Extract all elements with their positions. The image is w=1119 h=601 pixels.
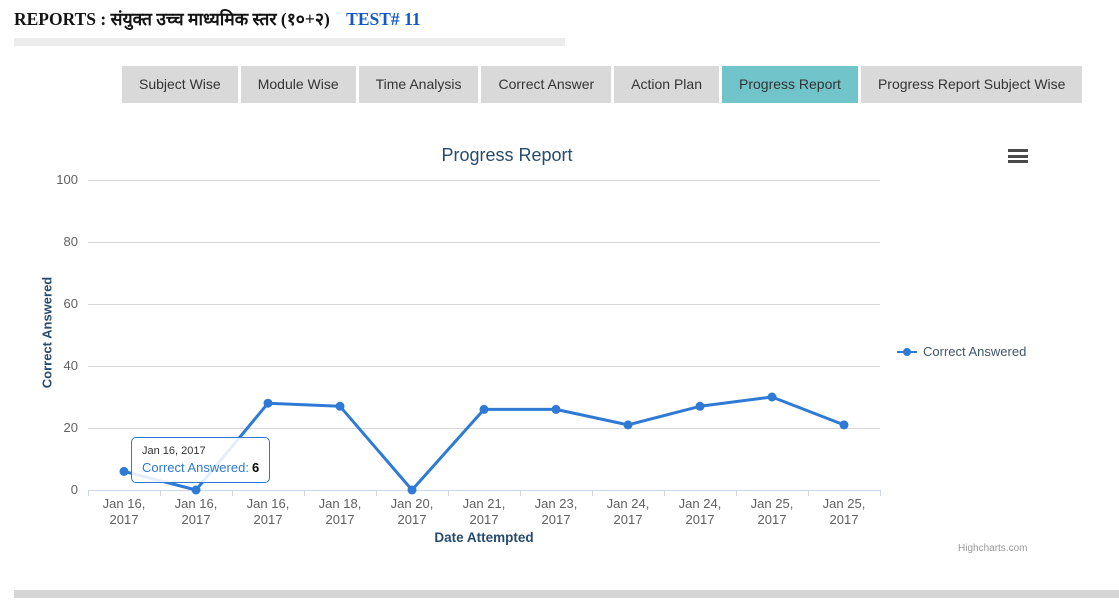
x-axis-title: Date Attempted bbox=[434, 530, 534, 545]
chart-plot-area[interactable] bbox=[14, 130, 1105, 570]
y-axis-title: Correct Answered bbox=[39, 276, 55, 389]
test-number-link[interactable]: TEST# 11 bbox=[346, 9, 421, 29]
tooltip-value: 6 bbox=[251, 460, 260, 475]
tab-correct-answer[interactable]: Correct Answer bbox=[481, 66, 612, 103]
tab-action-plan[interactable]: Action Plan bbox=[614, 66, 719, 103]
tab-progress-report[interactable]: Progress Report bbox=[722, 66, 858, 103]
tab-subject-wise[interactable]: Subject Wise bbox=[122, 66, 238, 103]
header-divider bbox=[14, 38, 565, 46]
tooltip-date: Jan 16, 2017 bbox=[142, 445, 206, 457]
legend-label: Correct Answered bbox=[923, 344, 1027, 359]
course-title: संयुक्त उच्च माध्यमिक स्तर (१०+२) bbox=[110, 9, 330, 29]
highcharts-credits-link[interactable]: Highcharts.com bbox=[958, 543, 1028, 554]
chart-title: Progress Report bbox=[441, 145, 573, 165]
tab-time-analysis[interactable]: Time Analysis bbox=[358, 66, 479, 103]
tab-progress-report-subject-wise[interactable]: Progress Report Subject Wise bbox=[860, 66, 1083, 103]
chart-menu-icon[interactable] bbox=[1008, 149, 1028, 166]
page-title: REPORTS : संयुक्त उच्च माध्यमिक स्तर (१०… bbox=[14, 7, 421, 31]
tooltip-series-line: Correct Answered: 6 bbox=[142, 460, 259, 475]
tab-module-wise[interactable]: Module Wise bbox=[240, 66, 356, 103]
legend-marker-icon bbox=[897, 347, 917, 356]
bottom-bar bbox=[14, 590, 1119, 598]
reports-label: REPORTS : bbox=[14, 9, 107, 29]
tooltip-label: Correct Answered: bbox=[142, 460, 249, 475]
legend-item-correct-answered[interactable]: Correct Answered bbox=[897, 344, 1026, 359]
progress-report-chart: Progress Report 0 20 40 60 80 100 Jan 16, 2017… bbox=[14, 130, 1105, 570]
report-tabs: Subject Wise Module Wise Time Analysis Corr… bbox=[122, 66, 1083, 103]
chart-tooltip: Jan 16, 2017 Correct Answered: 6 bbox=[131, 437, 271, 483]
